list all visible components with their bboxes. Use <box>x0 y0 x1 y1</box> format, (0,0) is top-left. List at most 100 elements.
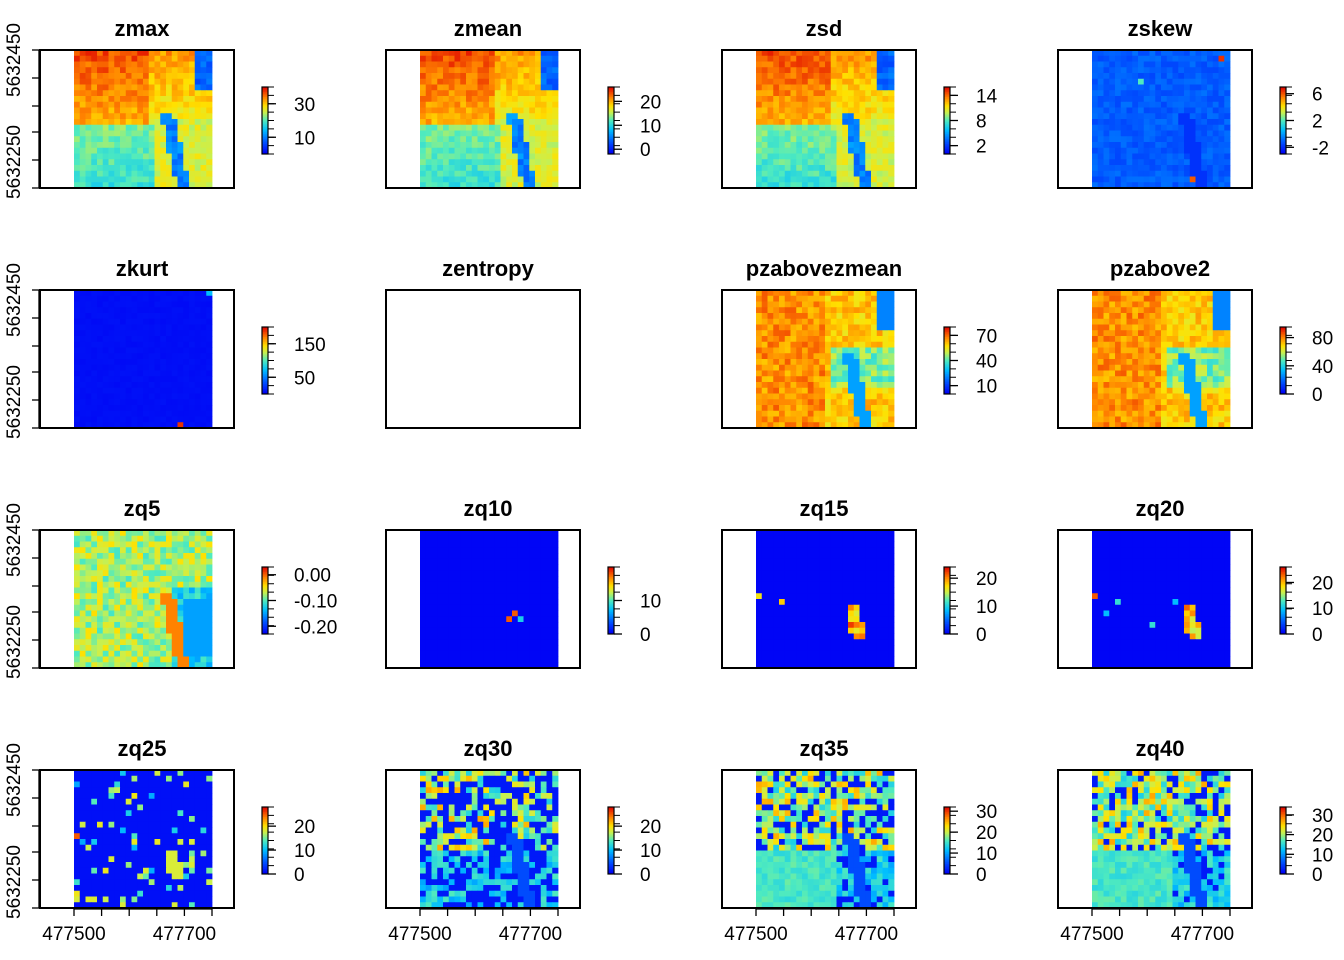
heatmap-cell <box>848 182 855 189</box>
heatmap-cell <box>108 50 115 57</box>
legend-color-band <box>262 108 268 111</box>
legend-color-band <box>944 388 950 392</box>
heatmap-cell <box>1224 422 1231 429</box>
heatmap-cell <box>825 301 832 308</box>
heatmap-cell <box>871 142 878 149</box>
heatmap-cell <box>1149 318 1156 325</box>
heatmap-cell <box>154 645 161 652</box>
heatmap-cell <box>876 318 883 325</box>
heatmap-cell <box>842 330 849 337</box>
heatmap-cell <box>1143 347 1150 354</box>
heatmap-cell <box>1097 119 1104 126</box>
heatmap-cell <box>1166 393 1173 400</box>
heatmap-cell <box>183 633 190 640</box>
heatmap-cell <box>114 570 121 577</box>
heatmap-cell <box>131 295 138 302</box>
heatmap-cell <box>102 633 109 640</box>
heatmap-cell <box>1126 330 1133 337</box>
heatmap-cell <box>796 55 803 62</box>
plot-frame <box>1057 49 1253 189</box>
heatmap-cell <box>802 50 809 57</box>
heatmap-cell <box>154 107 161 114</box>
heatmap-cell <box>194 61 201 68</box>
heatmap-cell <box>448 50 455 57</box>
heatmap-cell <box>1143 101 1150 108</box>
heatmap-cell <box>1172 176 1179 183</box>
heatmap-cell <box>74 130 81 137</box>
heatmap-cell <box>813 341 820 348</box>
heatmap-cell <box>802 382 809 389</box>
heatmap-cell <box>460 159 467 166</box>
heatmap-cell <box>154 364 161 371</box>
heatmap-cell <box>177 182 184 189</box>
heatmap-cell <box>194 553 201 560</box>
heatmap-cell <box>97 610 104 617</box>
heatmap-cell <box>848 353 855 360</box>
legend-color-band <box>262 355 268 358</box>
heatmap-cell <box>540 130 547 137</box>
legend-color-band <box>944 378 950 382</box>
heatmap-cell <box>1224 324 1231 331</box>
heatmap-cell <box>796 142 803 149</box>
heatmap-cell <box>420 182 427 189</box>
heatmap-cell <box>477 50 484 57</box>
heatmap-cell <box>471 55 478 62</box>
heatmap-cell <box>1097 136 1104 143</box>
heatmap-cell <box>1218 165 1225 172</box>
heatmap-cell <box>85 318 92 325</box>
heatmap-cell <box>773 295 780 302</box>
heatmap-cell <box>131 90 138 97</box>
heatmap-cell <box>471 124 478 131</box>
heatmap-cell <box>825 364 832 371</box>
heatmap-cell <box>807 359 814 366</box>
heatmap-cell <box>431 107 438 114</box>
heatmap-cell <box>160 318 167 325</box>
heatmap-cell <box>540 153 547 160</box>
heatmap-cell <box>1218 119 1225 126</box>
heatmap-cell <box>865 318 872 325</box>
heatmap-cell <box>1155 336 1162 343</box>
heatmap-cell <box>454 136 461 143</box>
heatmap-cell <box>154 341 161 348</box>
heatmap-cell <box>120 182 127 189</box>
heatmap-cell <box>1195 101 1202 108</box>
legend-color-band <box>1280 150 1286 153</box>
heatmap-cell <box>1138 159 1145 166</box>
heatmap-cell <box>166 353 173 360</box>
heatmap-cell <box>183 330 190 337</box>
heatmap-cell <box>466 90 473 97</box>
heatmap-cell <box>1103 107 1110 114</box>
heatmap-cell <box>552 165 559 172</box>
legend-color-band <box>608 105 614 108</box>
heatmap-cell <box>79 90 86 97</box>
heatmap-cell <box>1132 182 1139 189</box>
heatmap-cell <box>836 290 843 297</box>
heatmap-cell <box>74 347 81 354</box>
heatmap-cell <box>79 364 86 371</box>
heatmap-cell <box>865 159 872 166</box>
heatmap-cell <box>876 73 883 80</box>
heatmap-cell <box>460 170 467 177</box>
heatmap-cell <box>1212 353 1219 360</box>
heatmap-cell <box>200 587 207 594</box>
heatmap-cell <box>773 359 780 366</box>
heatmap-cell <box>166 182 173 189</box>
heatmap-cell <box>1132 55 1139 62</box>
heatmap-cell <box>120 142 127 149</box>
heatmap-cell <box>108 124 115 131</box>
heatmap-cell <box>848 136 855 143</box>
heatmap-cell <box>1143 96 1150 103</box>
heatmap-cell <box>131 55 138 62</box>
heatmap-cell <box>85 165 92 172</box>
heatmap-cell <box>483 96 490 103</box>
heatmap-cell <box>756 165 763 172</box>
heatmap-cell <box>500 78 507 85</box>
heatmap-cell <box>1109 393 1116 400</box>
legend-color-band <box>1280 90 1286 93</box>
heatmap-cell <box>460 107 467 114</box>
heatmap-cell <box>802 55 809 62</box>
heatmap-cell <box>1207 170 1214 177</box>
heatmap-cell <box>1201 124 1208 131</box>
heatmap-cell <box>1103 376 1110 383</box>
heatmap-cell <box>1218 78 1225 85</box>
